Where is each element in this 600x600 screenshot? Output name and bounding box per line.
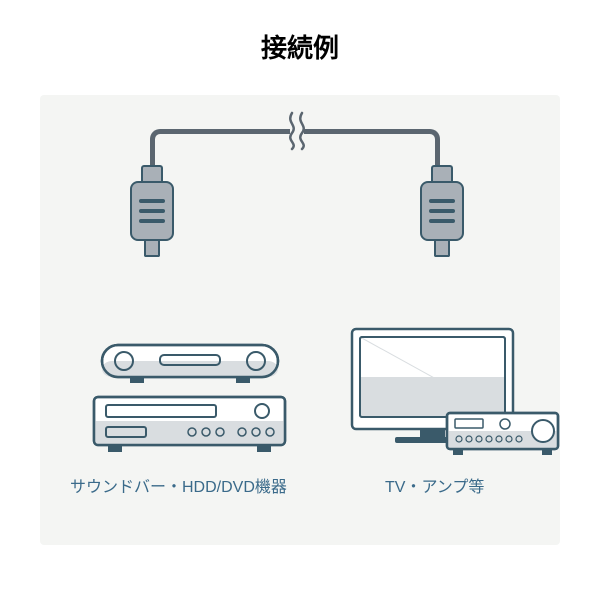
connector-bar bbox=[429, 219, 455, 223]
connector-bar bbox=[139, 199, 165, 203]
connector-bar bbox=[429, 209, 455, 213]
connector-bar bbox=[429, 199, 455, 203]
label-right: TV・アンプ等 bbox=[385, 473, 484, 497]
soundbar-icon bbox=[100, 343, 280, 385]
amp-icon bbox=[445, 411, 560, 457]
device-group-left bbox=[100, 343, 310, 455]
connector-left-tip bbox=[144, 241, 160, 257]
connector-right bbox=[420, 165, 464, 257]
label-left: サウンドバー・HDD/DVD機器 bbox=[70, 473, 287, 497]
connector-left-body bbox=[130, 181, 174, 241]
connector-bar bbox=[139, 209, 165, 213]
connector-left-top bbox=[141, 165, 163, 181]
dvd-player-icon bbox=[92, 395, 287, 455]
cable-break-mark bbox=[280, 111, 314, 151]
diagram-title: 接続例 bbox=[0, 0, 600, 65]
connector-left bbox=[130, 165, 174, 257]
connector-right-body bbox=[420, 181, 464, 241]
connector-bar bbox=[139, 219, 165, 223]
connector-right-tip bbox=[434, 241, 450, 257]
device-group-right bbox=[350, 327, 560, 447]
diagram-panel: サウンドバー・HDD/DVD機器 TV・アンプ等 bbox=[40, 95, 560, 545]
connector-right-top bbox=[431, 165, 453, 181]
